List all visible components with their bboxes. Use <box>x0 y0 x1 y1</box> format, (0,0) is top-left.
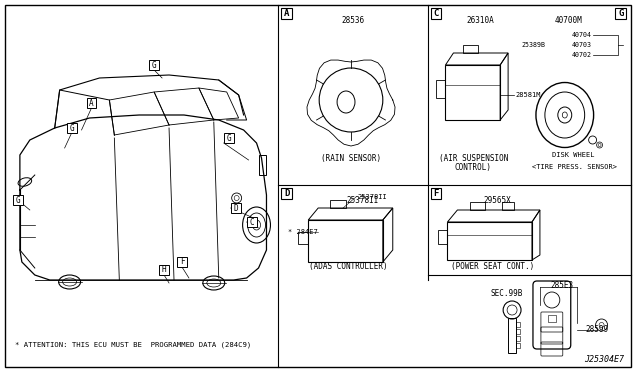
Text: CONTROL): CONTROL) <box>455 163 492 171</box>
Text: D: D <box>234 203 238 212</box>
Bar <box>508 318 516 353</box>
Text: * ATTENTION: THIS ECU MUST BE  PROGRAMMED DATA (284C9): * ATTENTION: THIS ECU MUST BE PROGRAMMED… <box>15 342 251 348</box>
Text: H: H <box>162 266 166 275</box>
Text: (POWER SEAT CONT.): (POWER SEAT CONT.) <box>451 263 534 272</box>
Text: G: G <box>15 196 20 205</box>
Text: C: C <box>433 9 438 18</box>
Text: 40703: 40703 <box>572 42 592 48</box>
Text: 28581M: 28581M <box>515 92 541 98</box>
Bar <box>548 315 556 322</box>
Text: 25389B: 25389B <box>521 42 545 48</box>
Bar <box>445 65 500 120</box>
Bar <box>67 123 77 133</box>
Bar <box>224 133 234 143</box>
Text: J25304E7: J25304E7 <box>584 356 625 365</box>
Bar <box>298 232 308 244</box>
Bar <box>282 188 292 199</box>
Bar <box>516 322 520 327</box>
Bar <box>447 222 532 260</box>
Text: 40704: 40704 <box>572 32 592 38</box>
Bar <box>149 60 159 70</box>
Text: 26310A: 26310A <box>467 16 494 25</box>
Text: 29565X: 29565X <box>483 196 511 205</box>
Bar <box>516 329 520 334</box>
Bar <box>246 217 257 227</box>
Bar <box>330 200 346 208</box>
Text: G: G <box>618 9 623 18</box>
Text: * 284E7: * 284E7 <box>289 229 318 235</box>
Bar <box>516 336 520 341</box>
Text: 25378II: 25378II <box>358 194 388 200</box>
Text: F: F <box>433 189 438 198</box>
Bar <box>438 230 447 244</box>
Text: (RAIN SENSOR): (RAIN SENSOR) <box>321 154 381 163</box>
Bar <box>86 98 97 108</box>
Text: G: G <box>227 134 231 142</box>
Text: 25378II: 25378II <box>347 196 379 205</box>
Text: (AIR SUSPENSION: (AIR SUSPENSION <box>438 154 508 163</box>
Bar <box>502 202 514 210</box>
Text: F: F <box>180 257 184 266</box>
Bar <box>470 202 485 210</box>
Bar <box>177 257 187 267</box>
Bar <box>13 195 23 205</box>
Bar <box>435 80 445 98</box>
Text: (ADAS CONTROLLER): (ADAS CONTROLLER) <box>308 263 387 272</box>
Bar <box>230 203 241 213</box>
Text: <TIRE PRESS. SENSOR>: <TIRE PRESS. SENSOR> <box>532 164 617 170</box>
Text: D: D <box>284 189 289 198</box>
Text: 28536: 28536 <box>341 16 365 25</box>
Text: A: A <box>284 9 289 18</box>
Bar <box>516 343 520 348</box>
Text: 40700M: 40700M <box>555 16 582 25</box>
Text: A: A <box>89 99 94 108</box>
Bar <box>259 155 266 175</box>
Bar <box>159 265 169 275</box>
Text: 28599: 28599 <box>585 326 608 334</box>
Bar <box>431 188 442 199</box>
Bar <box>463 45 478 53</box>
Text: C: C <box>249 218 254 227</box>
Text: DISK WHEEL: DISK WHEEL <box>552 152 595 158</box>
Bar <box>282 8 292 19</box>
Text: G: G <box>152 61 156 70</box>
Text: 40702: 40702 <box>572 52 592 58</box>
Bar <box>431 8 442 19</box>
Bar <box>308 220 383 262</box>
Text: 285E3: 285E3 <box>550 280 573 289</box>
Bar <box>616 8 627 19</box>
Text: G: G <box>69 124 74 132</box>
Text: SEC.99B: SEC.99B <box>491 289 524 298</box>
